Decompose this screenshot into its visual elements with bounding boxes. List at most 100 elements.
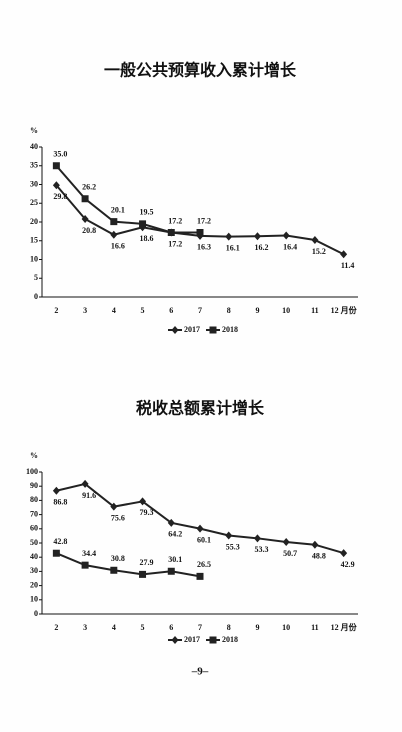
y-tick-label: 35 [30, 161, 38, 170]
y-tick-label: 50 [30, 538, 38, 547]
marker [110, 230, 118, 239]
marker [81, 215, 89, 223]
marker [253, 232, 261, 241]
marker [139, 497, 147, 506]
data-label: 15.2 [312, 247, 326, 256]
data-label: 75.6 [111, 513, 125, 522]
chart-title: 税收总额累计增长 [136, 399, 265, 418]
y-tick-label: 20 [30, 217, 38, 226]
x-tick-label: 4 [112, 623, 116, 632]
y-tick-label: 0 [34, 609, 38, 618]
data-label: 79.3 [140, 508, 154, 517]
data-label: 64.2 [168, 530, 182, 539]
data-label: 50.7 [283, 549, 297, 558]
marker [110, 502, 118, 511]
x-tick-label: 12 月份 [331, 305, 358, 315]
y-tick-label: 25 [30, 198, 38, 207]
y-tick-label: 0 [34, 292, 38, 301]
marker [196, 524, 204, 533]
data-label: 35.0 [53, 150, 67, 159]
data-label: 20.8 [82, 226, 96, 235]
data-label: 17.2 [197, 216, 211, 225]
data-label: 86.8 [53, 498, 67, 507]
data-label: 30.8 [111, 554, 125, 563]
marker [167, 567, 175, 575]
x-tick-label: 3 [83, 306, 87, 315]
x-tick-label: 6 [169, 306, 173, 315]
x-tick-label: 9 [255, 306, 259, 315]
marker [52, 486, 60, 495]
marker [139, 220, 147, 228]
marker [311, 540, 319, 549]
y-tick-label: 40 [30, 552, 38, 561]
y-tick-label: 30 [30, 179, 38, 188]
y-tick-label: 100 [26, 467, 38, 476]
marker [81, 479, 89, 488]
marker [209, 636, 217, 644]
marker [52, 549, 60, 557]
chart-title: 一般公共预算收入累计增长 [104, 61, 297, 80]
marker [167, 518, 175, 527]
legend-label: 2018 [222, 635, 238, 644]
data-label: 26.2 [82, 183, 96, 192]
marker [171, 636, 179, 644]
data-label: 20.1 [111, 205, 125, 214]
y-tick-label: 10 [30, 595, 38, 604]
data-label: 16.2 [254, 243, 268, 252]
marker [340, 549, 348, 558]
data-label: 42.9 [341, 560, 355, 569]
data-label: 55.3 [226, 542, 240, 551]
x-tick-label: 10 [282, 306, 290, 315]
marker [196, 572, 204, 580]
x-tick-label: 2 [54, 306, 58, 315]
legend-label: 2017 [184, 325, 200, 334]
data-label: 91.6 [82, 491, 96, 500]
data-label: 17.2 [168, 239, 182, 248]
data-label: 18.6 [140, 234, 154, 243]
marker [209, 326, 217, 334]
data-label: 11.4 [341, 261, 355, 270]
data-label: 53.3 [254, 545, 268, 554]
marker [81, 195, 89, 203]
data-label: 30.1 [168, 555, 182, 564]
marker [225, 531, 233, 540]
data-label: 16.6 [111, 242, 125, 251]
x-tick-label: 11 [311, 623, 319, 632]
data-label: 16.1 [226, 243, 240, 252]
y-tick-label: 90 [30, 481, 38, 490]
data-label: 16.4 [283, 242, 297, 251]
marker [196, 229, 204, 236]
x-tick-label: 8 [227, 623, 231, 632]
legend-label: 2017 [184, 635, 200, 644]
marker [81, 561, 89, 569]
marker [340, 250, 348, 259]
marker [253, 534, 261, 543]
data-label: 19.5 [140, 208, 154, 217]
marker [52, 162, 60, 170]
marker [311, 236, 319, 244]
data-label: 26.5 [197, 560, 211, 569]
data-label: 48.8 [312, 552, 326, 561]
y-tick-label: 30 [30, 566, 38, 575]
x-tick-label: 4 [112, 306, 116, 315]
x-tick-label: 5 [141, 623, 145, 632]
data-label: 17.2 [168, 216, 182, 225]
y-tick-label: 10 [30, 254, 38, 263]
x-tick-label: 7 [198, 623, 202, 632]
x-tick-label: 3 [83, 623, 87, 632]
y-tick-label: 60 [30, 524, 38, 533]
x-tick-label: 12 月份 [331, 622, 358, 632]
series-line [55, 165, 200, 234]
page-number: –9– [191, 666, 209, 678]
x-tick-label: 7 [198, 306, 202, 315]
data-label: 42.8 [53, 537, 67, 546]
marker [139, 570, 147, 578]
x-tick-label: 10 [282, 623, 290, 632]
marker [282, 231, 290, 240]
marker [110, 218, 118, 226]
data-label: 29.8 [53, 192, 67, 201]
data-label: 34.4 [82, 549, 96, 558]
data-label: 60.1 [197, 535, 211, 544]
